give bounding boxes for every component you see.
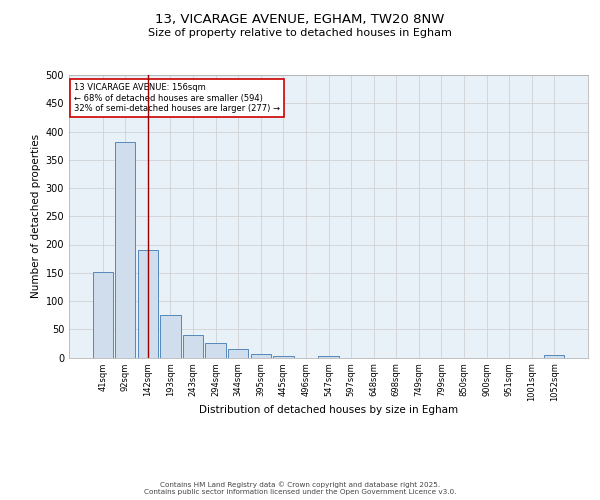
Bar (115, 142, 136, 358)
Text: Size of property relative to detached houses in Egham: Size of property relative to detached ho… (148, 28, 452, 38)
Bar (183, 336, 203, 357)
Bar (205, 344, 226, 357)
Bar (544, 355, 565, 358)
Text: 13 VICARAGE AVENUE: 156sqm
← 68% of detached houses are smaller (594)
32% of sem: 13 VICARAGE AVENUE: 156sqm ← 68% of deta… (74, 84, 280, 114)
Bar (160, 314, 181, 358)
Y-axis label: Number of detached properties: Number of detached properties (31, 134, 41, 298)
Bar (138, 250, 158, 358)
Text: 13, VICARAGE AVENUE, EGHAM, TW20 8NW: 13, VICARAGE AVENUE, EGHAM, TW20 8NW (155, 12, 445, 26)
X-axis label: Distribution of detached houses by size in Egham: Distribution of detached houses by size … (199, 406, 458, 415)
Bar (251, 354, 271, 358)
Bar (228, 349, 248, 358)
Bar (92, 272, 113, 358)
Text: Contains HM Land Registry data © Crown copyright and database right 2025.
Contai: Contains HM Land Registry data © Crown c… (144, 482, 456, 495)
Bar (273, 356, 293, 358)
Bar (319, 356, 338, 358)
